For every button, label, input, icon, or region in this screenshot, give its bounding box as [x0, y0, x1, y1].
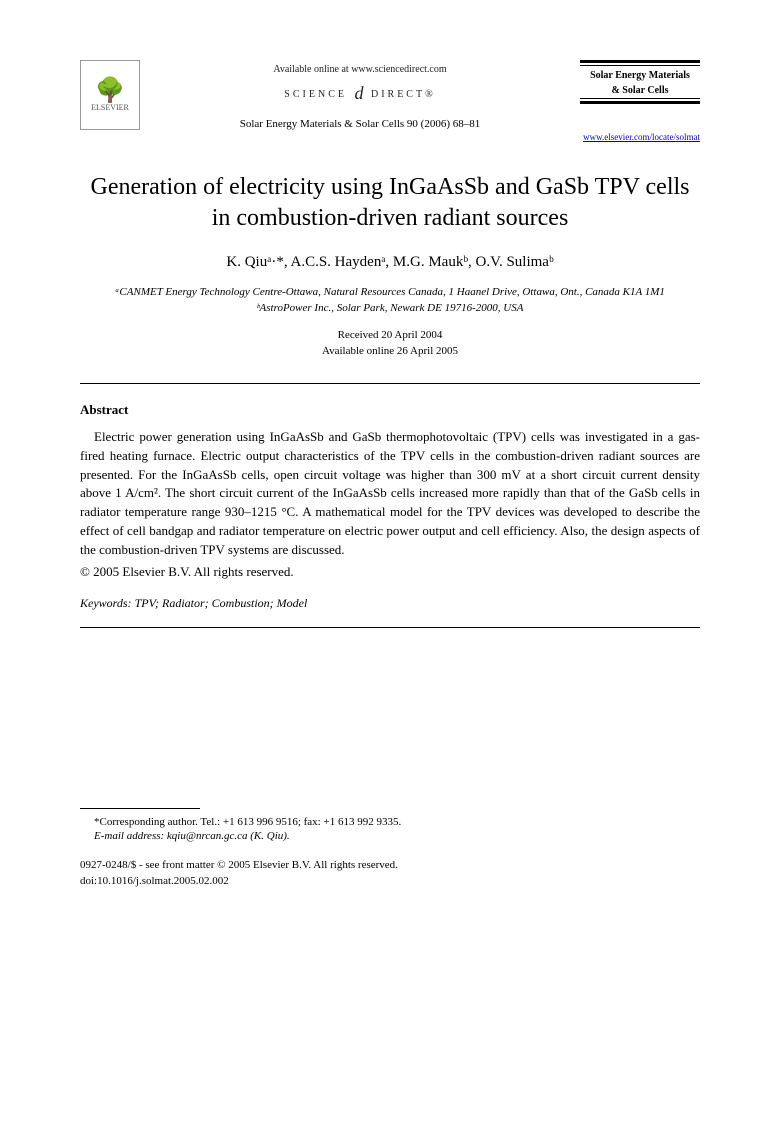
available-online-text: Available online at www.sciencedirect.co… — [140, 64, 580, 75]
keywords-line: Keywords: TPV; Radiator; Combustion; Mod… — [80, 596, 700, 611]
d-swirl-icon: d — [354, 83, 363, 104]
abstract-heading: Abstract — [80, 402, 700, 418]
email-line: E-mail address: kqiu@nrcan.gc.ca (K. Qiu… — [80, 830, 700, 842]
doi-line: doi:10.1016/j.solmat.2005.02.002 — [80, 874, 700, 889]
science-direct-logo: SCIENCE d DIRECT® — [140, 81, 580, 102]
affiliations: ᵃCANMET Energy Technology Centre-Ottawa,… — [80, 285, 700, 316]
journal-reference: Solar Energy Materials & Solar Cells 90 … — [140, 118, 580, 130]
corresponding-author: *Corresponding author. Tel.: +1 613 996 … — [80, 815, 700, 830]
journal-url-link[interactable]: www.elsevier.com/locate/solmat — [583, 132, 700, 142]
rule-thick — [580, 101, 700, 104]
separator-rule — [80, 627, 700, 628]
abstract-text: Electric power generation using InGaAsSb… — [80, 428, 700, 560]
article-title: Generation of electricity using InGaAsSb… — [90, 172, 690, 234]
author-list: K. Qiuᵃ·*, A.C.S. Haydenᵃ, M.G. Maukᵇ, O… — [80, 254, 700, 271]
rule-thick — [580, 60, 700, 63]
elsevier-logo: 🌳 ELSEVIER — [80, 60, 140, 130]
date-received: Received 20 April 2004 — [80, 328, 700, 343]
issn-block: 0927-0248/$ - see front matter © 2005 El… — [80, 858, 700, 889]
header-row: 🌳 ELSEVIER Available online at www.scien… — [80, 60, 700, 142]
email-label: E-mail address: — [94, 830, 164, 842]
affiliation-a: ᵃCANMET Energy Technology Centre-Ottawa,… — [80, 285, 700, 300]
science-direct-word1: SCIENCE — [284, 89, 347, 100]
publisher-name: ELSEVIER — [91, 103, 129, 112]
email-address: kqiu@nrcan.gc.ca (K. Qiu). — [167, 830, 290, 842]
rule-thin — [580, 65, 700, 66]
journal-box-line2: & Solar Cells — [580, 83, 700, 98]
header-center: Available online at www.sciencedirect.co… — [140, 60, 580, 130]
rule-thin — [580, 98, 700, 99]
footer-block: *Corresponding author. Tel.: +1 613 996 … — [80, 808, 700, 889]
abstract-copyright: © 2005 Elsevier B.V. All rights reserved… — [80, 564, 700, 580]
keywords-label: Keywords: — [80, 596, 132, 610]
issn-line: 0927-0248/$ - see front matter © 2005 El… — [80, 858, 700, 873]
date-online: Available online 26 April 2005 — [80, 344, 700, 359]
affiliation-b: ᵇAstroPower Inc., Solar Park, Newark DE … — [80, 301, 700, 316]
tree-icon: 🌳 — [95, 79, 125, 103]
footnote-rule — [80, 808, 200, 809]
journal-url-wrap: www.elsevier.com/locate/solmat — [580, 132, 700, 142]
keywords-list: TPV; Radiator; Combustion; Model — [135, 596, 308, 610]
journal-box-line1: Solar Energy Materials — [580, 68, 700, 83]
science-direct-word2: DIRECT® — [371, 89, 436, 100]
separator-rule — [80, 383, 700, 384]
journal-title-box: Solar Energy Materials & Solar Cells www… — [580, 60, 700, 142]
article-dates: Received 20 April 2004 Available online … — [80, 328, 700, 359]
